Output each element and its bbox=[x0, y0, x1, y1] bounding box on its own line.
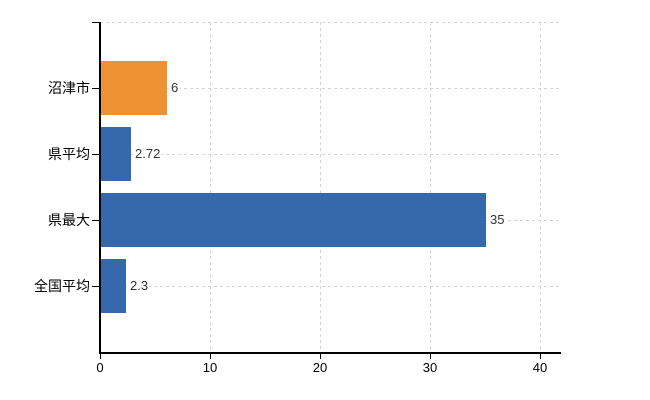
x-tick-label: 20 bbox=[312, 360, 328, 375]
bar-value-label: 2.72 bbox=[134, 146, 162, 162]
x-axis-tick bbox=[430, 354, 431, 359]
x-axis-line bbox=[99, 352, 561, 354]
bar bbox=[101, 127, 131, 181]
category-label: 全国平均 bbox=[34, 278, 90, 294]
gridline-vertical bbox=[430, 22, 431, 352]
x-axis-tick bbox=[320, 354, 321, 359]
gridline-vertical bbox=[210, 22, 211, 352]
y-axis-tick bbox=[92, 154, 99, 155]
gridline-vertical bbox=[540, 22, 541, 352]
bar-value-label: 35 bbox=[489, 212, 506, 228]
bar-value-label: 2.3 bbox=[129, 278, 150, 294]
category-label: 沼津市 bbox=[48, 80, 90, 96]
x-tick-label: 30 bbox=[422, 360, 438, 375]
x-axis-tick bbox=[100, 354, 101, 359]
x-tick-label: 40 bbox=[532, 360, 548, 375]
bar-value-label: 6 bbox=[170, 80, 180, 96]
y-axis-tick bbox=[92, 88, 99, 89]
x-axis-tick bbox=[210, 354, 211, 359]
y-axis-tick bbox=[92, 220, 99, 221]
x-tick-label: 0 bbox=[96, 360, 104, 375]
gridline-horizontal bbox=[100, 88, 560, 89]
y-axis-tick bbox=[92, 286, 99, 287]
bar bbox=[101, 193, 486, 247]
gridline-horizontal bbox=[100, 154, 560, 155]
gridline-horizontal bbox=[100, 22, 560, 23]
y-axis-tick bbox=[92, 22, 99, 23]
bar bbox=[101, 259, 126, 313]
y-axis-line bbox=[99, 22, 101, 354]
category-label: 県平均 bbox=[48, 146, 90, 162]
gridline-horizontal bbox=[100, 286, 560, 287]
x-tick-label: 10 bbox=[202, 360, 218, 375]
category-label: 県最大 bbox=[48, 212, 90, 228]
bar bbox=[101, 61, 167, 115]
x-axis-tick bbox=[540, 354, 541, 359]
gridline-vertical bbox=[320, 22, 321, 352]
